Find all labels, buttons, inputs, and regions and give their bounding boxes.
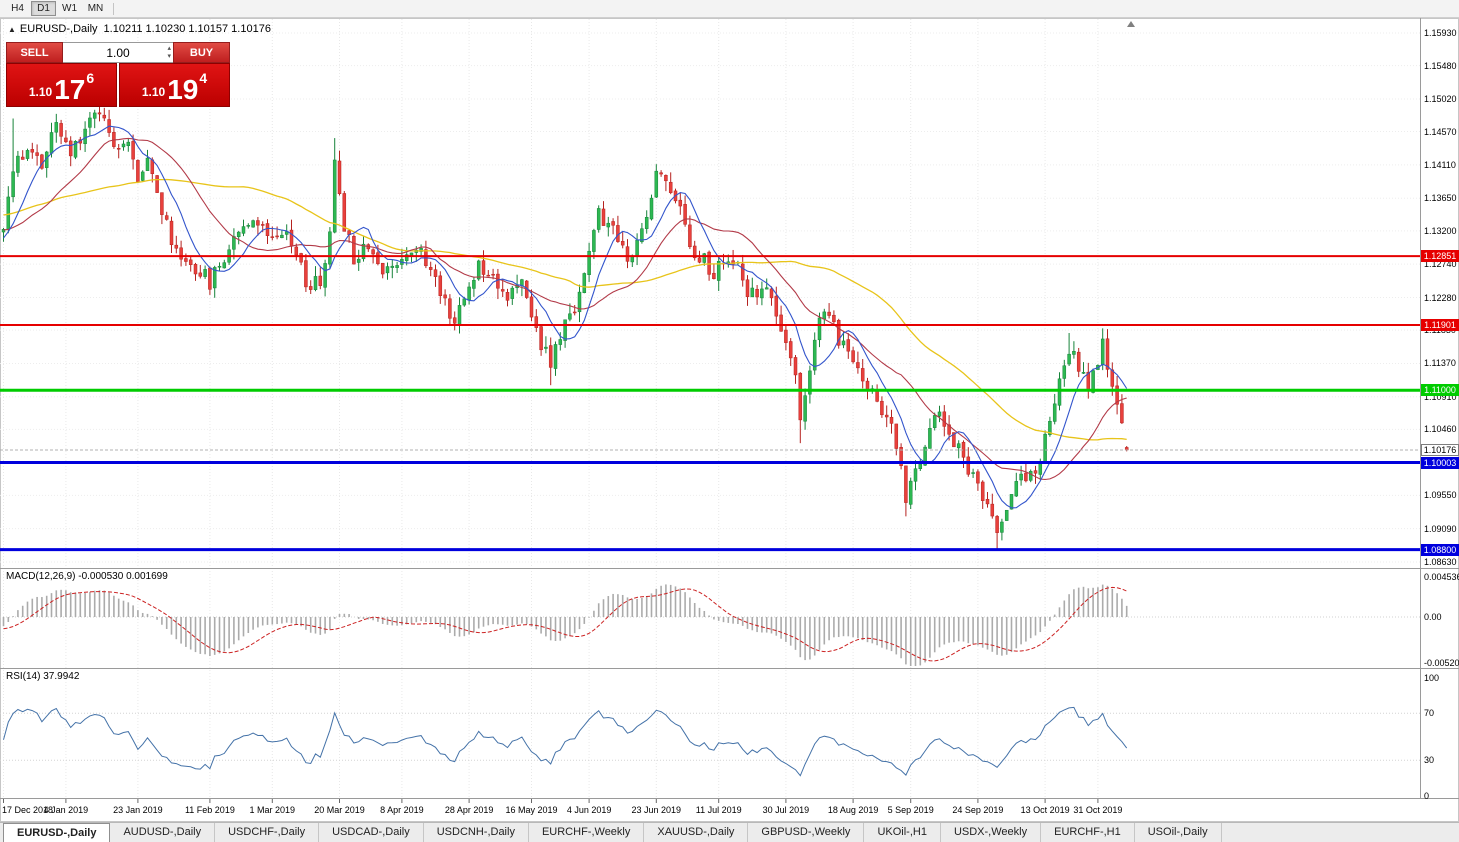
price-axis-label: 1.09090: [1424, 523, 1457, 534]
chart-tab[interactable]: XAUUSD-,Daily: [644, 822, 749, 842]
chart-symbol-period: EURUSD-,Daily: [19, 23, 98, 35]
volume-down-icon[interactable]: ▾: [167, 53, 171, 60]
trade-prices-row: 1.10 17 6 1.10 19 4: [6, 63, 230, 107]
toolbar-separator: [113, 2, 114, 15]
sell-price-prefix: 1.10: [28, 85, 53, 99]
date-axis-label: 8 Apr 2019: [380, 805, 424, 815]
price-axis-label: 1.14110: [1424, 159, 1456, 170]
macd-axis-label: -0.00520: [1424, 657, 1459, 668]
macd-axis-label: 0.00: [1424, 612, 1442, 622]
pane-separators: [0, 18, 1459, 803]
price-line-badge: 1.11901: [1421, 318, 1459, 331]
rsi-indicator-label: RSI(14) 37.9942: [6, 671, 80, 682]
current-price-badge: 1.10176: [1421, 443, 1459, 456]
buy-price-button[interactable]: 1.10 19 4: [119, 63, 230, 107]
buy-price-prefix: 1.10: [141, 85, 166, 99]
timeframe-button-h4[interactable]: H4: [11, 3, 24, 14]
price-axis-label: 1.14570: [1424, 126, 1457, 137]
volume-up-icon[interactable]: ▴: [167, 45, 171, 52]
chart-tab[interactable]: USDCAD-,Daily: [319, 822, 424, 842]
chart-shift-icon[interactable]: [1127, 21, 1135, 27]
volume-spinner[interactable]: 1.00 ▴ ▾: [63, 42, 173, 63]
rsi-axis-label: 0: [1424, 790, 1430, 801]
rsi-axis-label: 30: [1424, 755, 1435, 766]
price-axis-label: 1.08630: [1424, 557, 1457, 567]
price-axis-label: 1.10460: [1424, 424, 1457, 435]
date-axis-label: 1 Mar 2019: [249, 805, 296, 815]
date-axis-label: 5 Sep 2019: [887, 805, 934, 815]
chart-window: [0, 18, 1459, 822]
price-axis-label: 1.15480: [1424, 60, 1457, 71]
timeframe-button-mn[interactable]: MN: [87, 3, 104, 14]
horizontal-lines-layer: [0, 255, 1420, 552]
macd-axis-label: 0.004536: [1424, 572, 1459, 583]
date-axis-label: 11 Feb 2019: [184, 805, 235, 815]
price-line-badge: 1.12851: [1421, 250, 1459, 263]
price-axis-label: 1.13200: [1424, 225, 1457, 236]
price-axis-label: 1.15930: [1424, 28, 1457, 38]
chart-tab[interactable]: EURCHF-,H1: [1041, 822, 1135, 842]
volume-value: 1.00: [106, 45, 130, 60]
chart-title: ▲ EURUSD-,Daily 1.10211 1.10230 1.10157 …: [8, 23, 271, 35]
date-axis-label: 11 Jul 2019: [695, 805, 742, 815]
price-axis-label: 1.09550: [1424, 490, 1457, 501]
sell-price-point: 6: [86, 70, 95, 86]
date-axis-label: 30 Jul 2019: [762, 805, 810, 815]
buy-price-pips: 19: [167, 74, 199, 105]
chart-tab[interactable]: AUDUSD-,Daily: [110, 822, 216, 842]
chart-tab[interactable]: USOil-,Daily: [1135, 822, 1222, 842]
date-axis-label: 23 Jun 2019: [631, 805, 682, 815]
rsi-axis-label: 100: [1424, 673, 1440, 683]
candlestick-chart[interactable]: [0, 0, 1459, 822]
price-line-badge: 1.08800: [1421, 543, 1459, 556]
one-click-trading-panel: SELL 1.00 ▴ ▾ BUY 1.10 17 6 1.10 19 4: [6, 42, 230, 107]
chart-tab[interactable]: USDCNH-,Daily: [424, 822, 529, 842]
chart-tab[interactable]: UKOil-,H1: [864, 822, 941, 842]
chart-tab[interactable]: EURCHF-,Weekly: [529, 822, 645, 842]
price-axis-label: 1.11370: [1424, 358, 1456, 369]
chart-tab[interactable]: EURUSD-,Daily: [3, 822, 111, 842]
rsi-axis-label: 70: [1424, 708, 1435, 719]
price-line-badge: 1.11000: [1421, 384, 1459, 397]
chart-ohlc-values: 1.10211 1.10230 1.10157 1.10176: [103, 23, 271, 35]
date-axis-label: 17 Dec 2018: [2, 805, 54, 815]
timeframe-button-w1[interactable]: W1: [62, 3, 77, 14]
date-axis-label: 4 Jan 2019: [43, 805, 89, 815]
sell-button[interactable]: SELL: [6, 42, 63, 63]
date-axis-label: 4 Jun 2019: [566, 805, 612, 815]
macd-indicator-label: MACD(12,26,9) -0.000530 0.001699: [6, 571, 168, 582]
date-axis-label: 24 Sep 2019: [952, 805, 1004, 815]
grid-layer: [0, 19, 1420, 798]
date-axis-label: 16 May 2019: [505, 805, 558, 815]
date-axis-label: 13 Oct 2019: [1020, 805, 1070, 815]
date-axis-label: 23 Jan 2019: [113, 805, 163, 815]
price-axis-label: 1.10910: [1424, 391, 1457, 402]
buy-price-point: 4: [199, 70, 208, 86]
candles-layer: [1, 91, 1129, 551]
rsi-pane: [0, 706, 1420, 777]
macd-pane: [0, 584, 1420, 666]
chart-tab[interactable]: GBPUSD-,Weekly: [748, 822, 865, 842]
price-axis-label: 1.13650: [1424, 193, 1457, 204]
timeframe-button-d1[interactable]: D1: [31, 1, 56, 16]
date-axis-label: 31 Oct 2019: [1073, 805, 1123, 815]
sell-price-button[interactable]: 1.10 17 6: [6, 63, 117, 107]
chart-tab-bar: EURUSD-,Daily AUDUSD-,Daily USDCHF-,Daily U…: [0, 822, 1459, 842]
date-axis-label: 28 Apr 2019: [444, 805, 494, 815]
sell-price-pips: 17: [54, 74, 86, 105]
chart-tab[interactable]: USDX-,Weekly: [941, 822, 1042, 842]
chart-tab[interactable]: USDCHF-,Daily: [215, 822, 320, 842]
one-click-collapse-icon[interactable]: ▲: [8, 24, 16, 34]
buy-button[interactable]: BUY: [173, 42, 230, 63]
price-axis-label: 1.15020: [1424, 93, 1457, 104]
date-axis-label: 18 Aug 2019: [827, 805, 879, 815]
price-axis-label: 1.12280: [1424, 292, 1457, 303]
timeframe-toolbar: H4 D1 W1 MN: [0, 0, 1459, 18]
price-axis-label: 1.12740: [1424, 259, 1457, 270]
price-line-badge: 1.10003: [1421, 456, 1459, 469]
volume-spin-buttons: ▴ ▾: [167, 45, 171, 61]
date-axis-label: 20 Mar 2019: [314, 805, 365, 815]
trade-controls-row: SELL 1.00 ▴ ▾ BUY: [6, 42, 230, 63]
